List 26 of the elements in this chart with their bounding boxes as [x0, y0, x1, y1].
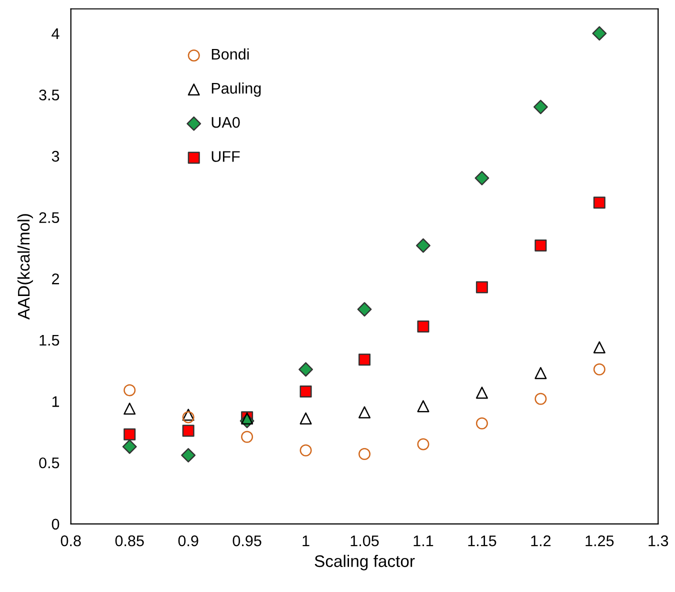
y-tick-label: 2.5 — [39, 212, 60, 224]
y-axis-title: AAD(kcal/mol) — [17, 214, 33, 320]
x-tick-label: 1.25 — [586, 535, 614, 546]
y-tick-label: 4 — [52, 28, 60, 39]
x-tick-label: 1.1 — [414, 536, 434, 546]
x-tick-label: 1.2 — [531, 535, 551, 546]
x-tick-label: 1.05 — [350, 535, 379, 546]
y-tick-label: 0.5 — [39, 457, 60, 468]
x-axis-title: Scaling factor — [314, 554, 415, 570]
y-tick-label: 2 — [52, 274, 59, 284]
legend-label: Bondi — [212, 48, 249, 60]
x-tick-label: 1 — [302, 536, 310, 546]
y-tick-label: 1 — [52, 396, 60, 407]
y-tick-label: 0 — [52, 518, 60, 530]
x-tick-label: 0.8 — [60, 535, 81, 546]
x-tick-label: 1.3 — [648, 535, 668, 546]
y-tick-label: 3.5 — [39, 90, 60, 100]
y-tick-label: 3 — [52, 150, 60, 162]
x-tick-label: 0.9 — [178, 535, 198, 546]
legend-label: UFF — [212, 151, 240, 162]
x-tick-label: 1.15 — [468, 536, 496, 546]
y-tick-label: 1.5 — [40, 335, 60, 346]
x-tick-label: 0.85 — [115, 535, 144, 546]
legend-label: Pauling — [212, 82, 261, 97]
x-tick-label: 0.95 — [232, 535, 262, 546]
legend-label: UA0 — [212, 116, 240, 128]
